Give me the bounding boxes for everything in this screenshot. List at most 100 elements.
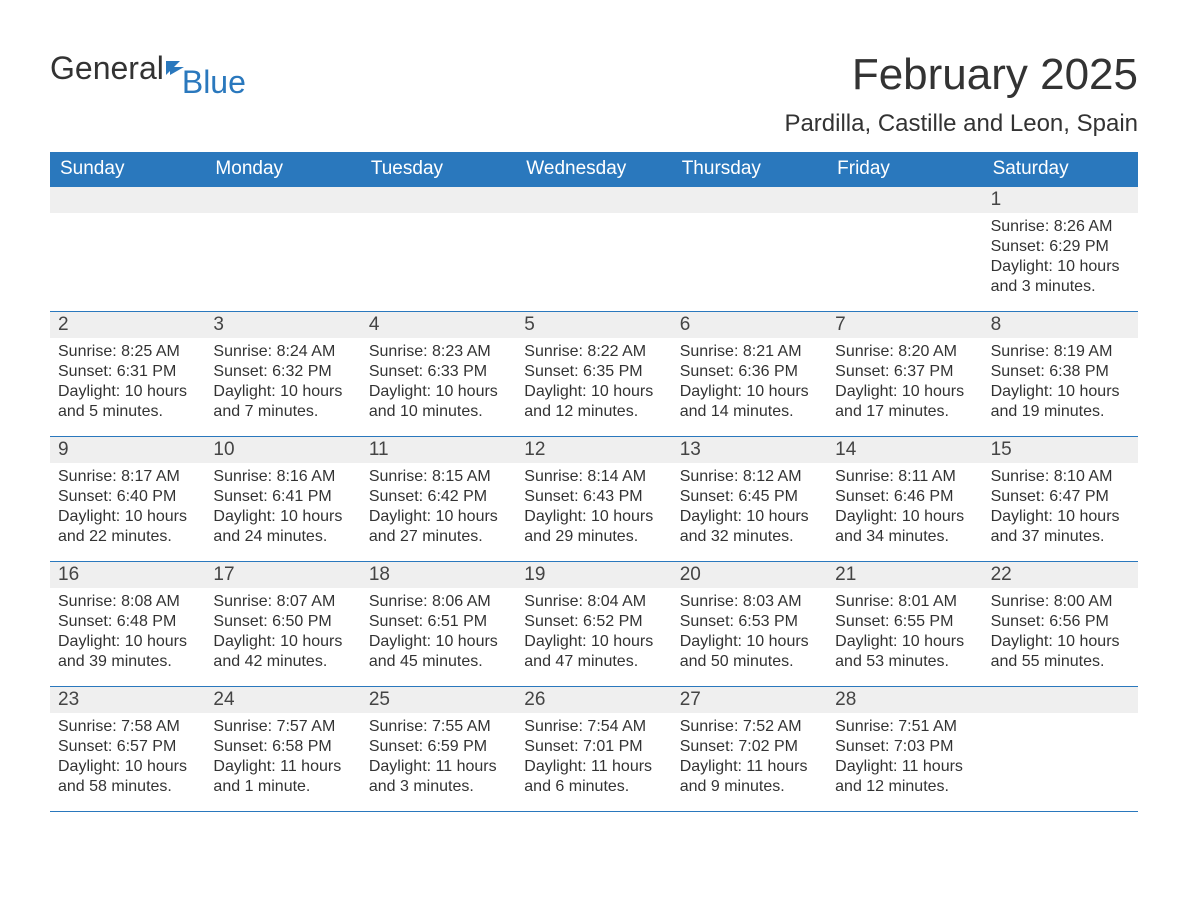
day-number xyxy=(672,187,827,213)
day-number xyxy=(205,187,360,213)
daylight-text: Daylight: 10 hours and 14 minutes. xyxy=(680,382,819,422)
sunrise-text: Sunrise: 8:00 AM xyxy=(991,592,1130,612)
day-content xyxy=(361,213,516,311)
daylight-text: Daylight: 10 hours and 58 minutes. xyxy=(58,757,197,797)
sunrise-text: Sunrise: 8:22 AM xyxy=(524,342,663,362)
sunrise-text: Sunrise: 8:21 AM xyxy=(680,342,819,362)
sunset-text: Sunset: 6:42 PM xyxy=(369,487,508,507)
day-number: 4 xyxy=(361,312,516,338)
daylight-text: Daylight: 10 hours and 27 minutes. xyxy=(369,507,508,547)
sunset-text: Sunset: 6:48 PM xyxy=(58,612,197,632)
day-header-cell: Tuesday xyxy=(361,152,516,186)
day-content: Sunrise: 7:51 AMSunset: 7:03 PMDaylight:… xyxy=(827,713,982,811)
day-content: Sunrise: 8:08 AMSunset: 6:48 PMDaylight:… xyxy=(50,588,205,686)
day-number xyxy=(361,187,516,213)
logo-word-general: General xyxy=(50,50,164,87)
day-content: Sunrise: 8:06 AMSunset: 6:51 PMDaylight:… xyxy=(361,588,516,686)
day-number-row: 1 xyxy=(50,187,1138,213)
day-number: 19 xyxy=(516,562,671,588)
week-block: 9101112131415Sunrise: 8:17 AMSunset: 6:4… xyxy=(50,436,1138,561)
day-content: Sunrise: 8:22 AMSunset: 6:35 PMDaylight:… xyxy=(516,338,671,436)
sunset-text: Sunset: 6:46 PM xyxy=(835,487,974,507)
sunset-text: Sunset: 6:32 PM xyxy=(213,362,352,382)
weeks-container: 1Sunrise: 8:26 AMSunset: 6:29 PMDaylight… xyxy=(50,186,1138,811)
sunrise-text: Sunrise: 8:03 AM xyxy=(680,592,819,612)
day-content: Sunrise: 7:57 AMSunset: 6:58 PMDaylight:… xyxy=(205,713,360,811)
daylight-text: Daylight: 10 hours and 53 minutes. xyxy=(835,632,974,672)
day-content-row: Sunrise: 8:08 AMSunset: 6:48 PMDaylight:… xyxy=(50,588,1138,686)
logo-word-blue: Blue xyxy=(182,64,246,101)
day-number xyxy=(50,187,205,213)
sunrise-text: Sunrise: 8:26 AM xyxy=(991,217,1130,237)
sunset-text: Sunset: 6:43 PM xyxy=(524,487,663,507)
day-content: Sunrise: 8:15 AMSunset: 6:42 PMDaylight:… xyxy=(361,463,516,561)
sunset-text: Sunset: 6:33 PM xyxy=(369,362,508,382)
sunset-text: Sunset: 6:50 PM xyxy=(213,612,352,632)
sunrise-text: Sunrise: 8:10 AM xyxy=(991,467,1130,487)
sunrise-text: Sunrise: 7:52 AM xyxy=(680,717,819,737)
sunset-text: Sunset: 6:31 PM xyxy=(58,362,197,382)
day-number: 22 xyxy=(983,562,1138,588)
day-content: Sunrise: 8:17 AMSunset: 6:40 PMDaylight:… xyxy=(50,463,205,561)
day-content xyxy=(983,713,1138,811)
day-number-row: 9101112131415 xyxy=(50,437,1138,463)
daylight-text: Daylight: 10 hours and 32 minutes. xyxy=(680,507,819,547)
day-number: 23 xyxy=(50,687,205,713)
title-block: February 2025 Pardilla, Castille and Leo… xyxy=(784,50,1138,138)
day-number: 27 xyxy=(672,687,827,713)
day-content: Sunrise: 8:12 AMSunset: 6:45 PMDaylight:… xyxy=(672,463,827,561)
daylight-text: Daylight: 11 hours and 12 minutes. xyxy=(835,757,974,797)
day-header-row: SundayMondayTuesdayWednesdayThursdayFrid… xyxy=(50,152,1138,186)
day-content: Sunrise: 8:07 AMSunset: 6:50 PMDaylight:… xyxy=(205,588,360,686)
day-content: Sunrise: 7:55 AMSunset: 6:59 PMDaylight:… xyxy=(361,713,516,811)
day-content: Sunrise: 8:10 AMSunset: 6:47 PMDaylight:… xyxy=(983,463,1138,561)
sunrise-text: Sunrise: 7:55 AM xyxy=(369,717,508,737)
day-number: 18 xyxy=(361,562,516,588)
sunset-text: Sunset: 6:37 PM xyxy=(835,362,974,382)
sunset-text: Sunset: 6:38 PM xyxy=(991,362,1130,382)
month-title: February 2025 xyxy=(784,50,1138,100)
week-block: 232425262728Sunrise: 7:58 AMSunset: 6:57… xyxy=(50,686,1138,811)
sunset-text: Sunset: 7:01 PM xyxy=(524,737,663,757)
daylight-text: Daylight: 10 hours and 10 minutes. xyxy=(369,382,508,422)
sunrise-text: Sunrise: 8:01 AM xyxy=(835,592,974,612)
day-number: 1 xyxy=(983,187,1138,213)
day-content xyxy=(827,213,982,311)
day-content: Sunrise: 7:58 AMSunset: 6:57 PMDaylight:… xyxy=(50,713,205,811)
day-number-row: 232425262728 xyxy=(50,687,1138,713)
sunrise-text: Sunrise: 8:07 AM xyxy=(213,592,352,612)
sunset-text: Sunset: 6:59 PM xyxy=(369,737,508,757)
sunrise-text: Sunrise: 8:11 AM xyxy=(835,467,974,487)
sunset-text: Sunset: 6:56 PM xyxy=(991,612,1130,632)
sunrise-text: Sunrise: 8:06 AM xyxy=(369,592,508,612)
day-content-row: Sunrise: 8:25 AMSunset: 6:31 PMDaylight:… xyxy=(50,338,1138,436)
sunrise-text: Sunrise: 8:20 AM xyxy=(835,342,974,362)
day-number: 20 xyxy=(672,562,827,588)
daylight-text: Daylight: 10 hours and 19 minutes. xyxy=(991,382,1130,422)
day-content xyxy=(50,213,205,311)
sunrise-text: Sunrise: 8:04 AM xyxy=(524,592,663,612)
day-content: Sunrise: 8:01 AMSunset: 6:55 PMDaylight:… xyxy=(827,588,982,686)
daylight-text: Daylight: 10 hours and 34 minutes. xyxy=(835,507,974,547)
sunset-text: Sunset: 6:55 PM xyxy=(835,612,974,632)
day-header-cell: Thursday xyxy=(672,152,827,186)
daylight-text: Daylight: 10 hours and 37 minutes. xyxy=(991,507,1130,547)
day-number: 15 xyxy=(983,437,1138,463)
daylight-text: Daylight: 10 hours and 24 minutes. xyxy=(213,507,352,547)
week-block: 2345678Sunrise: 8:25 AMSunset: 6:31 PMDa… xyxy=(50,311,1138,436)
sunrise-text: Sunrise: 8:12 AM xyxy=(680,467,819,487)
day-header-cell: Monday xyxy=(205,152,360,186)
day-number: 2 xyxy=(50,312,205,338)
day-content: Sunrise: 8:11 AMSunset: 6:46 PMDaylight:… xyxy=(827,463,982,561)
day-number: 26 xyxy=(516,687,671,713)
day-header-cell: Friday xyxy=(827,152,982,186)
sunset-text: Sunset: 6:51 PM xyxy=(369,612,508,632)
day-number: 21 xyxy=(827,562,982,588)
day-content: Sunrise: 8:26 AMSunset: 6:29 PMDaylight:… xyxy=(983,213,1138,311)
logo: General Blue xyxy=(50,50,248,87)
sunrise-text: Sunrise: 7:51 AM xyxy=(835,717,974,737)
day-content: Sunrise: 8:19 AMSunset: 6:38 PMDaylight:… xyxy=(983,338,1138,436)
day-header-cell: Wednesday xyxy=(516,152,671,186)
day-number: 25 xyxy=(361,687,516,713)
sunset-text: Sunset: 6:41 PM xyxy=(213,487,352,507)
